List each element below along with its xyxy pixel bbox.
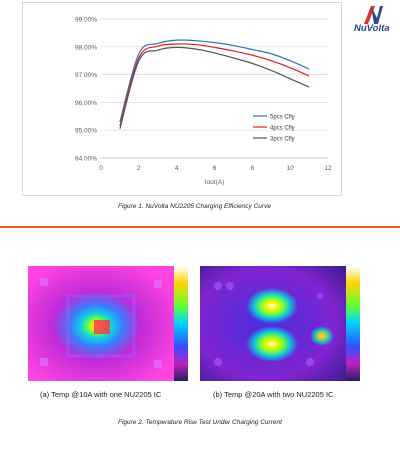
- x-tick-label: 10: [287, 165, 295, 172]
- thermal-heatmap-b-icon: [200, 266, 360, 381]
- x-tick-label: 8: [251, 165, 255, 172]
- y-tick-label: 94.00%: [75, 156, 97, 163]
- series-line-2: [119, 43, 310, 127]
- series-line-3: [119, 46, 310, 129]
- figure-1-caption: Figure 1. NuVolta NU2205 Charging Effici…: [118, 203, 271, 210]
- figure-2-caption: Figure 2. Temperature Rise Test Under Ch…: [118, 419, 282, 426]
- efficiency-chart-frame: 94.00% 95.00% 96.00% 97.00% 98.00% 99.00% 0 2 4 6…: [22, 2, 342, 196]
- thermal-caption-b: (b) Temp @20A with two NU2205 IC: [213, 390, 334, 399]
- x-tick-label: 2: [137, 165, 141, 172]
- thermal-image-b: [200, 266, 360, 381]
- x-tick-label: 4: [175, 165, 179, 172]
- x-tick-label: 6: [213, 165, 217, 172]
- y-tick-label: 99.00%: [75, 17, 97, 24]
- y-tick-label: 98.00%: [75, 44, 97, 51]
- thermal-heatmap-a-icon: [28, 266, 188, 381]
- thermal-image-a: [28, 266, 188, 381]
- y-tick-label: 97.00%: [75, 72, 97, 79]
- series-line-1: [119, 39, 310, 123]
- legend-label: 5pcs Cfly: [270, 114, 295, 120]
- nuvolta-logo-icon: [364, 6, 383, 24]
- x-tick-label: 12: [324, 165, 332, 172]
- legend-label: 3pcs Cfly: [270, 136, 295, 142]
- y-tick-label: 96.00%: [75, 100, 97, 107]
- efficiency-chart: 94.00% 95.00% 96.00% 97.00% 98.00% 99.00% 0 2 4 6…: [75, 17, 332, 187]
- x-axis-label: Iout(A): [205, 179, 225, 186]
- brand-name: NuVolta: [354, 23, 390, 34]
- legend-label: 4pcs Cfly: [270, 125, 295, 131]
- x-tick-label: 0: [99, 165, 103, 172]
- y-tick-label: 95.00%: [75, 128, 97, 135]
- thermal-caption-a: (a) Temp @10A with one NU2205 IC: [40, 390, 162, 399]
- section-divider: [0, 226, 400, 228]
